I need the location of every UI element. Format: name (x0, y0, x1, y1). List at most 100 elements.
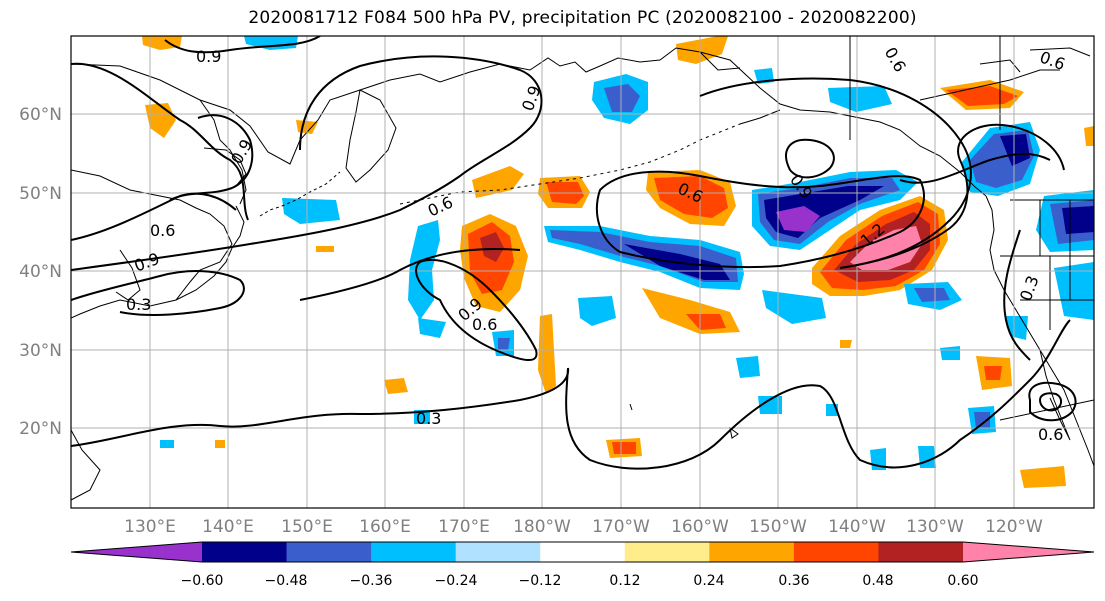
pv-contour (299, 247, 521, 301)
coastline (729, 426, 739, 439)
colorbar-segment (793, 542, 879, 562)
precip-blob (414, 410, 430, 424)
colorbar-tick-label: −0.60 (181, 573, 224, 589)
precip-blob (316, 246, 334, 252)
precip-blob (1006, 316, 1028, 340)
colorbar-outline (70, 541, 1095, 563)
colorbar-tick-label: −0.36 (350, 573, 393, 589)
colorbar-tick-labels: −0.60 −0.48 −0.36 −0.24 −0.12 0.12 0.24 … (181, 573, 979, 589)
precip-blob (1054, 262, 1094, 320)
gridlines (71, 36, 1094, 508)
precip-blob (480, 232, 504, 262)
pv-contour (1003, 229, 1031, 361)
lon-label: 170°W (592, 517, 650, 537)
map-area (71, 36, 1094, 508)
colorbar-tick-label: 0.36 (778, 573, 809, 589)
coastline (175, 205, 245, 301)
precip-blob (1020, 466, 1066, 488)
precip-blob (1084, 126, 1094, 146)
contour-label: 0.6 (472, 315, 497, 334)
precip-blob (1000, 134, 1030, 166)
pv-contour (1038, 392, 1062, 412)
precip-blob (736, 356, 760, 378)
precip-blob (142, 36, 182, 50)
coastline (985, 195, 1094, 467)
lon-label: 170°E (438, 517, 490, 537)
pv-contour (71, 62, 249, 221)
pv-contour (415, 258, 538, 361)
colorbar-segment (624, 542, 710, 562)
colorbar-segment (286, 542, 372, 562)
precip-blob (840, 340, 852, 348)
contour-label: 0.3 (416, 409, 441, 428)
coastlines (71, 36, 1094, 501)
precip-blob (758, 396, 782, 414)
precip-blob (828, 86, 892, 112)
precip-blob (1062, 206, 1094, 234)
precip-blob (654, 176, 728, 218)
lat-label: 60°N (19, 105, 62, 125)
longitude-labels: 130°E 140°E 150°E 160°E 170°E 180°W 170°… (124, 517, 1043, 537)
colorbar-extend-max (963, 542, 1094, 562)
coastline (71, 169, 233, 319)
pv-contour (71, 192, 237, 241)
coastline (629, 403, 633, 411)
colorbar-tick-label: −0.48 (265, 573, 308, 589)
pv-contour (71, 270, 245, 316)
lon-label: 160°E (359, 517, 411, 537)
map-frame (70, 35, 1095, 509)
colorbar-tick-label: 0.12 (609, 573, 640, 589)
colorbar-tick-label: −0.24 (435, 573, 478, 589)
lat-label: 30°N (19, 341, 62, 361)
colorbar-segment (709, 542, 795, 562)
colorbar-segment (455, 542, 541, 562)
map-title: 2020081712 F084 500 hPa PV, precipitatio… (248, 8, 917, 28)
colorbar-segment (540, 542, 626, 562)
lon-label: 130°E (124, 517, 176, 537)
pv-contour (839, 123, 1065, 269)
coastline (979, 59, 1021, 73)
lon-label: 140°W (828, 517, 886, 537)
colorbar (70, 541, 1095, 563)
lat-label: 20°N (19, 419, 62, 439)
precip-blob (215, 440, 225, 448)
pv-contour (1028, 381, 1077, 422)
coastline (199, 99, 247, 205)
pv-contour (164, 36, 321, 54)
pv-contour (595, 170, 925, 269)
colorbar-tick-label: −0.12 (519, 573, 562, 589)
coastline (699, 51, 987, 197)
contour-label: 0.6 (150, 221, 175, 240)
precip-blob (940, 346, 960, 360)
lat-label: 40°N (19, 262, 62, 282)
precip-blob (686, 314, 726, 330)
coastline (739, 109, 781, 125)
colorbar-segment (371, 542, 457, 562)
pv-contour (699, 77, 972, 269)
pv-contour (71, 319, 1071, 470)
precip-blob (984, 366, 1002, 380)
colorbar-tick-label: 0.48 (862, 573, 893, 589)
lon-label: 150°W (749, 517, 807, 537)
pv-contour (785, 138, 835, 179)
lon-label: 140°E (202, 517, 254, 537)
precip-blob (578, 296, 616, 326)
precip-blob (604, 84, 640, 112)
precip-blob (918, 446, 936, 468)
precip-blob (498, 338, 510, 350)
coastline (71, 47, 741, 165)
colorbar-tick-label: 0.60 (947, 573, 978, 589)
contour-label: 0.6 (1038, 425, 1063, 444)
colorbar-tick-label: 0.24 (693, 573, 724, 589)
contour-label: 0.9 (196, 47, 221, 66)
precip-blob (384, 378, 408, 394)
colorbar-segment (202, 542, 288, 562)
coastline (1029, 47, 1091, 57)
precip-blob (418, 318, 446, 338)
precip-blob (160, 440, 174, 448)
coastline (259, 171, 341, 217)
pv-contour (71, 55, 543, 271)
contour-label: 0.3 (126, 295, 151, 314)
coastline (71, 429, 101, 501)
lon-label: 130°W (906, 517, 964, 537)
